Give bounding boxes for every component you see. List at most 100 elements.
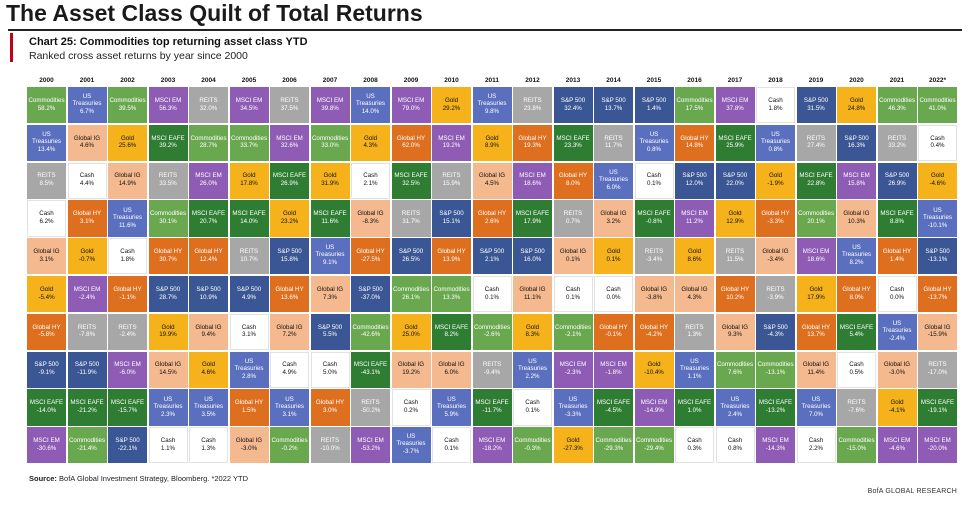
cell-return-value: 3.5% [201,410,216,418]
cell-asset-name: US [771,131,780,139]
year-header-2006: 2006 [282,77,297,84]
cell-return-value: -2.1% [564,331,582,339]
quilt-cell-global-hy: Global HY 2.6% [472,200,512,237]
cell-asset-name: S&P 500 [763,323,788,331]
cell-asset-name: Cash [39,210,54,218]
quilt-cell-cash: Cash 4.9% [270,351,309,388]
cell-return-value: -29.3% [603,444,624,452]
quilt-cell-reits: REITS 32.0% [189,87,228,124]
cell-asset-name: Treasuries [315,251,345,259]
cell-asset-name: Global IG [73,134,101,142]
quilt-cell-msci-em: MSCI EM 56.3% [148,87,188,124]
cell-asset-name: REITS [685,323,704,331]
cell-return-value: -7.8% [78,331,96,339]
cell-asset-name: Global IG [154,361,182,369]
cell-asset-name: Treasuries [680,364,709,372]
cell-return-value: 1.1% [687,372,702,380]
quilt-cell-cash: Cash 1.3% [189,427,228,464]
quilt-cell-global-hy: Global HY 10.2% [715,276,755,313]
cell-asset-name: US [852,244,861,252]
year-header-2008: 2008 [363,77,378,84]
cell-return-value: -19.1% [927,407,948,415]
cell-return-value: 1.4% [646,104,662,112]
quilt-cell-global-ig: Global IG 3.2% [594,200,633,237]
quilt-cell-gold: Gold 8.6% [675,238,714,275]
cell-return-value: 4.5% [484,180,500,188]
cell-asset-name: Global IG [276,323,303,331]
cell-return-value: 31.9% [321,180,339,188]
quilt-cell-global-hy: Global HY 12.4% [189,238,228,275]
cell-return-value: -20.0% [927,444,948,452]
cell-return-value: 26.9% [888,180,906,188]
quilt-cell-us-treasuries: US Treasuries 14.0% [351,87,390,124]
quilt-cell-us-treasuries: US Treasuries 9.1% [310,238,350,275]
cell-return-value: 23.2% [280,218,299,226]
cell-asset-name: REITS [644,247,664,255]
quilt-cell-msci-em: MSCI EM 19.2% [432,124,471,162]
quilt-cell-commodities: Commodities 28.7% [189,124,228,162]
cell-return-value: 14.0% [240,218,258,226]
quilt-cell-msci-eafe: MSCI EAFE -15.7% [108,389,147,426]
cell-return-value: 2.4% [727,410,743,418]
cell-asset-name: Gold [120,134,135,142]
cell-return-value: 0.1% [565,255,581,263]
quilt-cell-commodities: Commodities -15.0% [837,427,876,464]
cell-return-value: 14.8% [685,142,704,150]
cell-return-value: 16.3% [847,142,866,150]
quilt-cell-sandp-500: S&P 500 16.0% [513,238,552,275]
quilt-cell-cash: Cash 0.0% [877,276,917,313]
quilt-cell-us-treasuries: US Treasuries 6.7% [67,87,107,124]
cell-asset-name: Treasuries [32,137,61,145]
cell-asset-name: S&P 500 [682,172,707,180]
cell-return-value: 9.1% [322,259,338,267]
cell-asset-name: Commodities [919,96,956,104]
cell-return-value: 13.9% [442,255,461,263]
cell-asset-name: MSCI EAFE [272,172,307,180]
quilt-cell-cash: Cash 6.2% [27,200,66,237]
quilt-cell-cash: Cash 0.1% [553,276,593,313]
cell-asset-name: MSCI EM [33,436,60,444]
quilt-cell-gold: Gold 4.6% [189,351,228,388]
cell-return-value: 8.5% [39,180,54,188]
cell-return-value: 32.6% [280,142,299,150]
cell-asset-name: REITS [361,399,380,407]
cell-asset-name: Cash [322,361,338,369]
cell-asset-name: REITS [806,134,826,142]
cell-asset-name: Global HY [720,285,750,293]
cell-return-value: 11.5% [726,255,744,263]
year-header-2002: 2002 [120,77,135,84]
quilt-cell-msci-em: MSCI EM -1.8% [594,351,633,388]
quilt-cell-commodities: Commodities -13.1% [756,351,795,388]
cell-return-value: -42.6% [360,331,381,339]
quilt-cell-sandp-500: S&P 500 15.1% [432,200,471,237]
quilt-cell-global-ig: Global IG 14.9% [108,162,147,199]
cell-return-value: 6.2% [39,218,54,226]
quilt-cell-us-treasuries: US Treasuries 8.2% [837,238,876,275]
quilt-cell-sandp-500: S&P 500 31.5% [796,87,836,124]
cell-asset-name: US [690,357,699,365]
cell-asset-name: Gold [485,134,499,142]
cell-return-value: -9.1% [38,369,55,377]
cell-asset-name: Gold [444,96,459,104]
cell-asset-name: Commodities [392,285,430,293]
cell-return-value: 1.3% [687,331,702,339]
cell-return-value: -4.6% [929,180,946,188]
cell-asset-name: Commodities [514,436,551,444]
cell-return-value: 5.9% [444,410,459,418]
cell-asset-name: Global IG [316,285,344,293]
cell-asset-name: REITS [37,172,56,180]
cell-return-value: 8.2% [444,331,459,339]
quilt-cell-commodities: Commodities 33.7% [229,124,269,162]
quilt-cell-commodities: Commodities 26.1% [391,276,431,313]
cell-asset-name: Treasuries [477,100,507,108]
cell-asset-name: MSCI EM [397,96,425,104]
cell-asset-name: Global HY [315,399,345,407]
cell-asset-name: Commodities [28,96,65,104]
quilt-cell-us-treasuries: US Treasuries -3.3% [553,389,593,426]
quilt-cell-global-ig: Global IG -3.4% [756,238,795,275]
quilt-cell-msci-em: MSCI EM 26.0% [189,162,228,199]
cell-asset-name: Global HY [275,285,304,293]
cell-return-value: -15.9% [927,331,948,339]
cell-return-value: 29.2% [442,104,461,112]
cell-return-value: 7.6% [727,369,743,377]
